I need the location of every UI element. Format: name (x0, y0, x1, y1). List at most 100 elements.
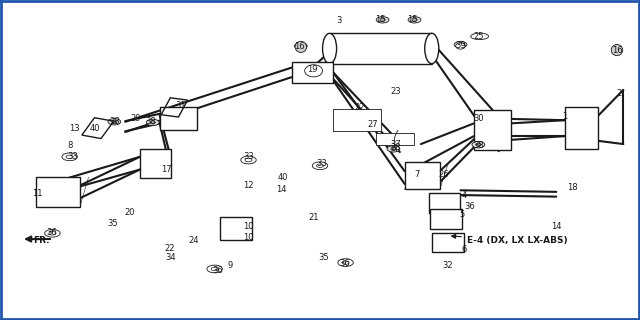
Text: 33: 33 (316, 159, 326, 168)
Ellipse shape (62, 153, 77, 161)
Ellipse shape (66, 155, 73, 159)
Ellipse shape (338, 259, 353, 267)
Text: 22: 22 (164, 244, 175, 253)
Text: 21: 21 (308, 213, 319, 222)
Text: 40: 40 (90, 124, 100, 132)
Ellipse shape (408, 17, 421, 23)
Bar (292, 62, 333, 83)
Text: 11: 11 (33, 189, 43, 198)
Ellipse shape (380, 18, 385, 21)
Text: 10: 10 (243, 233, 253, 242)
Text: 13: 13 (69, 124, 79, 132)
Bar (220, 217, 252, 240)
Ellipse shape (611, 44, 623, 56)
Ellipse shape (295, 41, 307, 52)
Text: 2: 2 (616, 89, 621, 98)
Text: 34: 34 (165, 253, 176, 262)
Bar (36, 177, 80, 206)
Text: 26: 26 (438, 170, 449, 179)
Bar (140, 149, 171, 178)
Ellipse shape (458, 43, 463, 46)
Ellipse shape (241, 156, 256, 164)
Ellipse shape (312, 162, 328, 170)
Text: E-4 (DX, LX LX-ABS): E-4 (DX, LX LX-ABS) (452, 235, 568, 245)
Text: 24: 24 (188, 236, 199, 245)
Ellipse shape (376, 17, 389, 23)
Text: 30: 30 (473, 114, 484, 123)
Text: 25: 25 (473, 32, 484, 41)
Ellipse shape (323, 33, 337, 64)
Text: 31: 31 (175, 101, 186, 110)
Text: 38: 38 (109, 117, 120, 126)
Ellipse shape (454, 42, 467, 48)
Text: 37: 37 (390, 140, 401, 149)
Ellipse shape (412, 18, 417, 21)
Ellipse shape (298, 44, 303, 48)
Text: 15: 15 (376, 15, 386, 24)
Ellipse shape (245, 158, 252, 162)
Ellipse shape (317, 164, 323, 167)
Text: 29: 29 (131, 114, 141, 123)
Text: 32: 32 (442, 261, 453, 270)
Ellipse shape (391, 147, 396, 150)
Text: 38: 38 (145, 117, 156, 126)
Ellipse shape (207, 265, 222, 273)
Bar (330, 33, 432, 64)
Bar (376, 132, 414, 145)
Bar (431, 209, 463, 229)
Ellipse shape (342, 261, 349, 264)
Text: 35: 35 (319, 253, 329, 262)
Bar (404, 162, 440, 189)
Ellipse shape (470, 33, 488, 40)
Ellipse shape (49, 232, 56, 235)
Ellipse shape (387, 146, 400, 152)
Ellipse shape (425, 33, 439, 64)
Text: 1: 1 (562, 113, 567, 122)
Ellipse shape (294, 43, 307, 49)
Text: 14: 14 (276, 185, 287, 194)
Text: 12: 12 (243, 181, 253, 190)
Bar (565, 108, 598, 149)
Text: 19: 19 (307, 65, 317, 74)
Text: 3: 3 (337, 16, 342, 25)
Text: 18: 18 (567, 183, 577, 192)
Ellipse shape (45, 229, 60, 237)
Text: 7: 7 (414, 170, 420, 179)
Text: FR.: FR. (33, 236, 49, 245)
Text: 16: 16 (612, 45, 622, 55)
Ellipse shape (211, 267, 218, 271)
Text: 4: 4 (461, 190, 467, 200)
Ellipse shape (112, 120, 117, 124)
Text: 8: 8 (67, 141, 72, 150)
Text: 40: 40 (278, 173, 288, 182)
Text: 9: 9 (228, 261, 233, 270)
Ellipse shape (150, 121, 156, 124)
Bar (474, 110, 511, 150)
Text: 38: 38 (473, 141, 484, 150)
Ellipse shape (305, 65, 323, 77)
Ellipse shape (108, 119, 121, 125)
Text: 36: 36 (465, 202, 476, 211)
Text: 36: 36 (339, 259, 349, 268)
Bar (160, 107, 196, 130)
Bar (432, 233, 464, 252)
Ellipse shape (472, 141, 484, 148)
Text: 36: 36 (47, 228, 57, 237)
Text: 10: 10 (243, 222, 253, 231)
Text: 33: 33 (67, 152, 77, 161)
Text: 39: 39 (455, 41, 466, 51)
Ellipse shape (476, 143, 481, 146)
Text: 35: 35 (107, 219, 118, 228)
Text: 15: 15 (407, 15, 418, 24)
Text: 6: 6 (461, 245, 467, 254)
Ellipse shape (147, 119, 159, 125)
Text: 14: 14 (551, 222, 561, 231)
Text: 5: 5 (459, 210, 465, 219)
Text: 16: 16 (294, 42, 305, 52)
Text: 22: 22 (355, 103, 365, 112)
Text: 28: 28 (390, 143, 401, 152)
Text: 27: 27 (367, 120, 378, 129)
Text: 17: 17 (161, 165, 172, 174)
Text: 20: 20 (124, 208, 135, 217)
Text: 33: 33 (243, 152, 254, 161)
